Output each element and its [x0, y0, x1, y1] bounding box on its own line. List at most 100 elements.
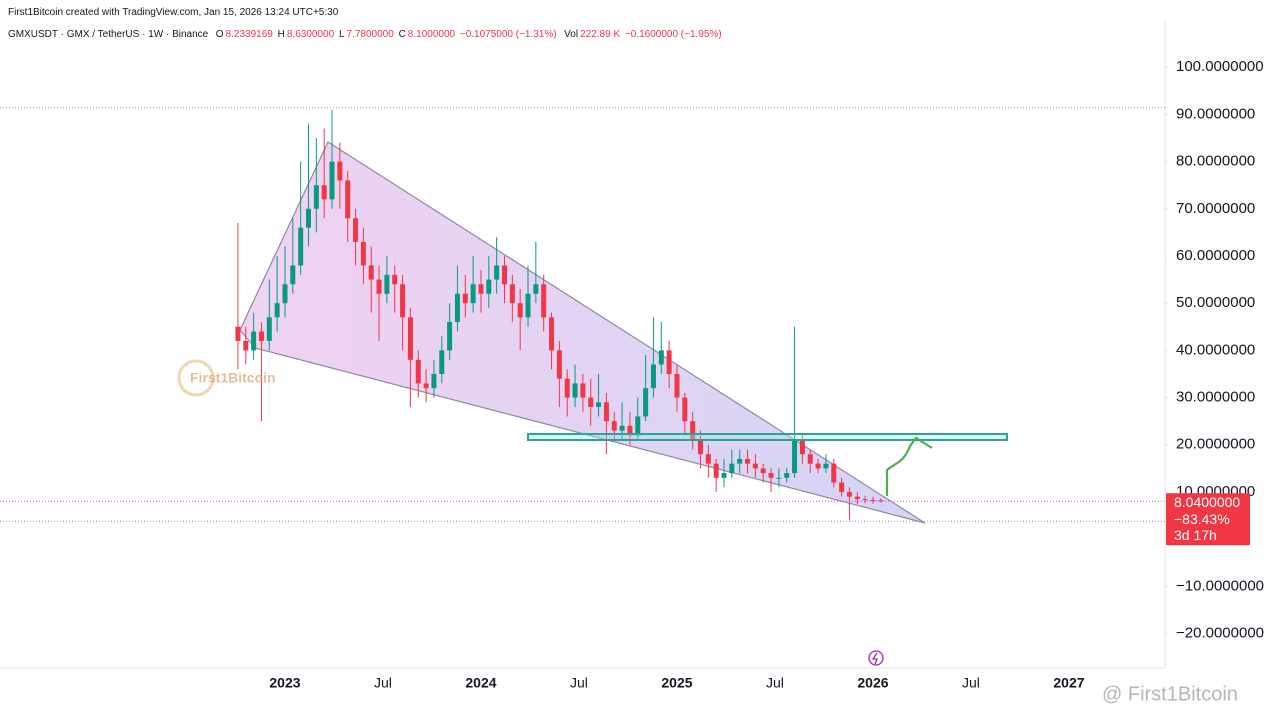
candle-body	[431, 373, 437, 389]
x-tick-label: Jul	[766, 675, 784, 691]
countdown: 3d 17h	[1174, 527, 1217, 543]
candle-body	[282, 284, 288, 304]
candle-body	[666, 350, 672, 374]
y-tick-label: 80.0000000	[1176, 153, 1255, 170]
y-tick-label: 20.0000000	[1176, 436, 1255, 453]
candle-body	[462, 293, 468, 304]
x-tick-label: Jul	[570, 675, 588, 691]
watermark: First1Bitcoin	[190, 370, 276, 386]
candle-body	[384, 274, 390, 294]
candle-body	[807, 454, 813, 464]
candle-body	[337, 161, 343, 181]
candle-body	[517, 303, 523, 318]
candle-body	[580, 383, 586, 398]
candle-body	[705, 454, 711, 464]
candle-body	[329, 161, 335, 200]
candle-body	[235, 326, 241, 341]
candle-body	[643, 388, 649, 417]
x-tick-label: 2026	[857, 675, 888, 691]
candle-body	[501, 265, 507, 285]
candle-body	[439, 350, 445, 374]
candle-body	[831, 463, 837, 483]
candle-body	[321, 185, 327, 200]
candle-body	[470, 284, 476, 304]
x-tick-label: Jul	[374, 675, 392, 691]
candle-body	[251, 331, 257, 351]
y-tick-label: 90.0000000	[1176, 105, 1255, 122]
candle-body	[525, 293, 531, 318]
candle-body	[298, 227, 304, 266]
price-change: −83.43%	[1174, 511, 1230, 527]
y-tick-label: 40.0000000	[1176, 341, 1255, 358]
candle-body	[345, 180, 351, 219]
candle-body	[784, 473, 790, 478]
y-tick-label: 30.0000000	[1176, 389, 1255, 406]
candle-body	[776, 477, 782, 479]
candle-body	[768, 473, 774, 478]
candle-body	[266, 317, 272, 341]
y-tick-label: −20.0000000	[1176, 625, 1264, 642]
y-tick-label: 100.0000000	[1176, 58, 1264, 75]
candle-body	[627, 425, 633, 436]
price-label: 8.0400000	[1174, 494, 1240, 510]
x-tick-label: 2027	[1053, 675, 1084, 691]
candle-body	[305, 208, 311, 228]
ohlc-value: 8.2339169	[225, 29, 273, 40]
falling-wedge	[239, 141, 926, 524]
y-tick-label: 60.0000000	[1176, 247, 1255, 264]
plot	[0, 107, 1165, 522]
candle-body	[556, 350, 562, 379]
candle-body	[313, 185, 319, 209]
candle-body	[839, 482, 845, 492]
candle-body	[392, 274, 398, 285]
projection-arrow	[885, 436, 933, 496]
candle-body	[650, 364, 656, 389]
ohlc-value: 8.6300000	[286, 29, 335, 40]
candle-body	[274, 303, 280, 318]
candle-body	[572, 383, 578, 398]
candle-body	[729, 463, 735, 474]
resistance-zone	[527, 433, 1008, 441]
candle-body	[682, 397, 688, 422]
candle-body	[870, 499, 876, 501]
event-icon	[868, 650, 884, 666]
candle-body	[564, 378, 570, 398]
x-tick-label: Jul	[962, 675, 980, 691]
candle-body	[533, 284, 539, 294]
candle-body	[407, 317, 413, 360]
candle-body	[486, 279, 492, 294]
candle-body	[478, 284, 484, 294]
candle-body	[509, 284, 515, 304]
candle-body	[541, 284, 547, 318]
candle-body	[815, 463, 821, 469]
y-tick-label: −10.0000000	[1176, 577, 1264, 594]
candle-body	[674, 373, 680, 398]
price-label-box	[1166, 493, 1250, 546]
ohlc-key: H	[277, 29, 285, 40]
candle-body	[423, 383, 429, 389]
legend: GMXUSDT · GMX / TetherUS · 1W · Binance …	[8, 29, 724, 40]
candle-body	[454, 293, 460, 323]
volume: 222.89 K	[580, 29, 621, 40]
volume-key: Vol	[564, 29, 579, 40]
candle-body	[752, 463, 758, 469]
candle-body	[400, 284, 406, 318]
candle-body	[745, 458, 751, 464]
candle-body	[415, 359, 421, 384]
x-tick-label: 2025	[661, 675, 692, 691]
event-icon	[871, 652, 878, 665]
candle-body	[376, 279, 382, 294]
candle-body	[447, 322, 453, 351]
candle-body	[713, 463, 719, 478]
x-tick-label: 2023	[269, 675, 300, 691]
candle-body	[290, 265, 296, 285]
candle-body	[243, 340, 249, 351]
candle-body	[846, 491, 852, 497]
ohlc-key: L	[338, 29, 345, 40]
candle-body	[368, 265, 374, 280]
x-tick-label: 2024	[465, 675, 496, 691]
ohlc-value: 7.7800000	[346, 29, 394, 40]
candle-body	[596, 402, 602, 408]
